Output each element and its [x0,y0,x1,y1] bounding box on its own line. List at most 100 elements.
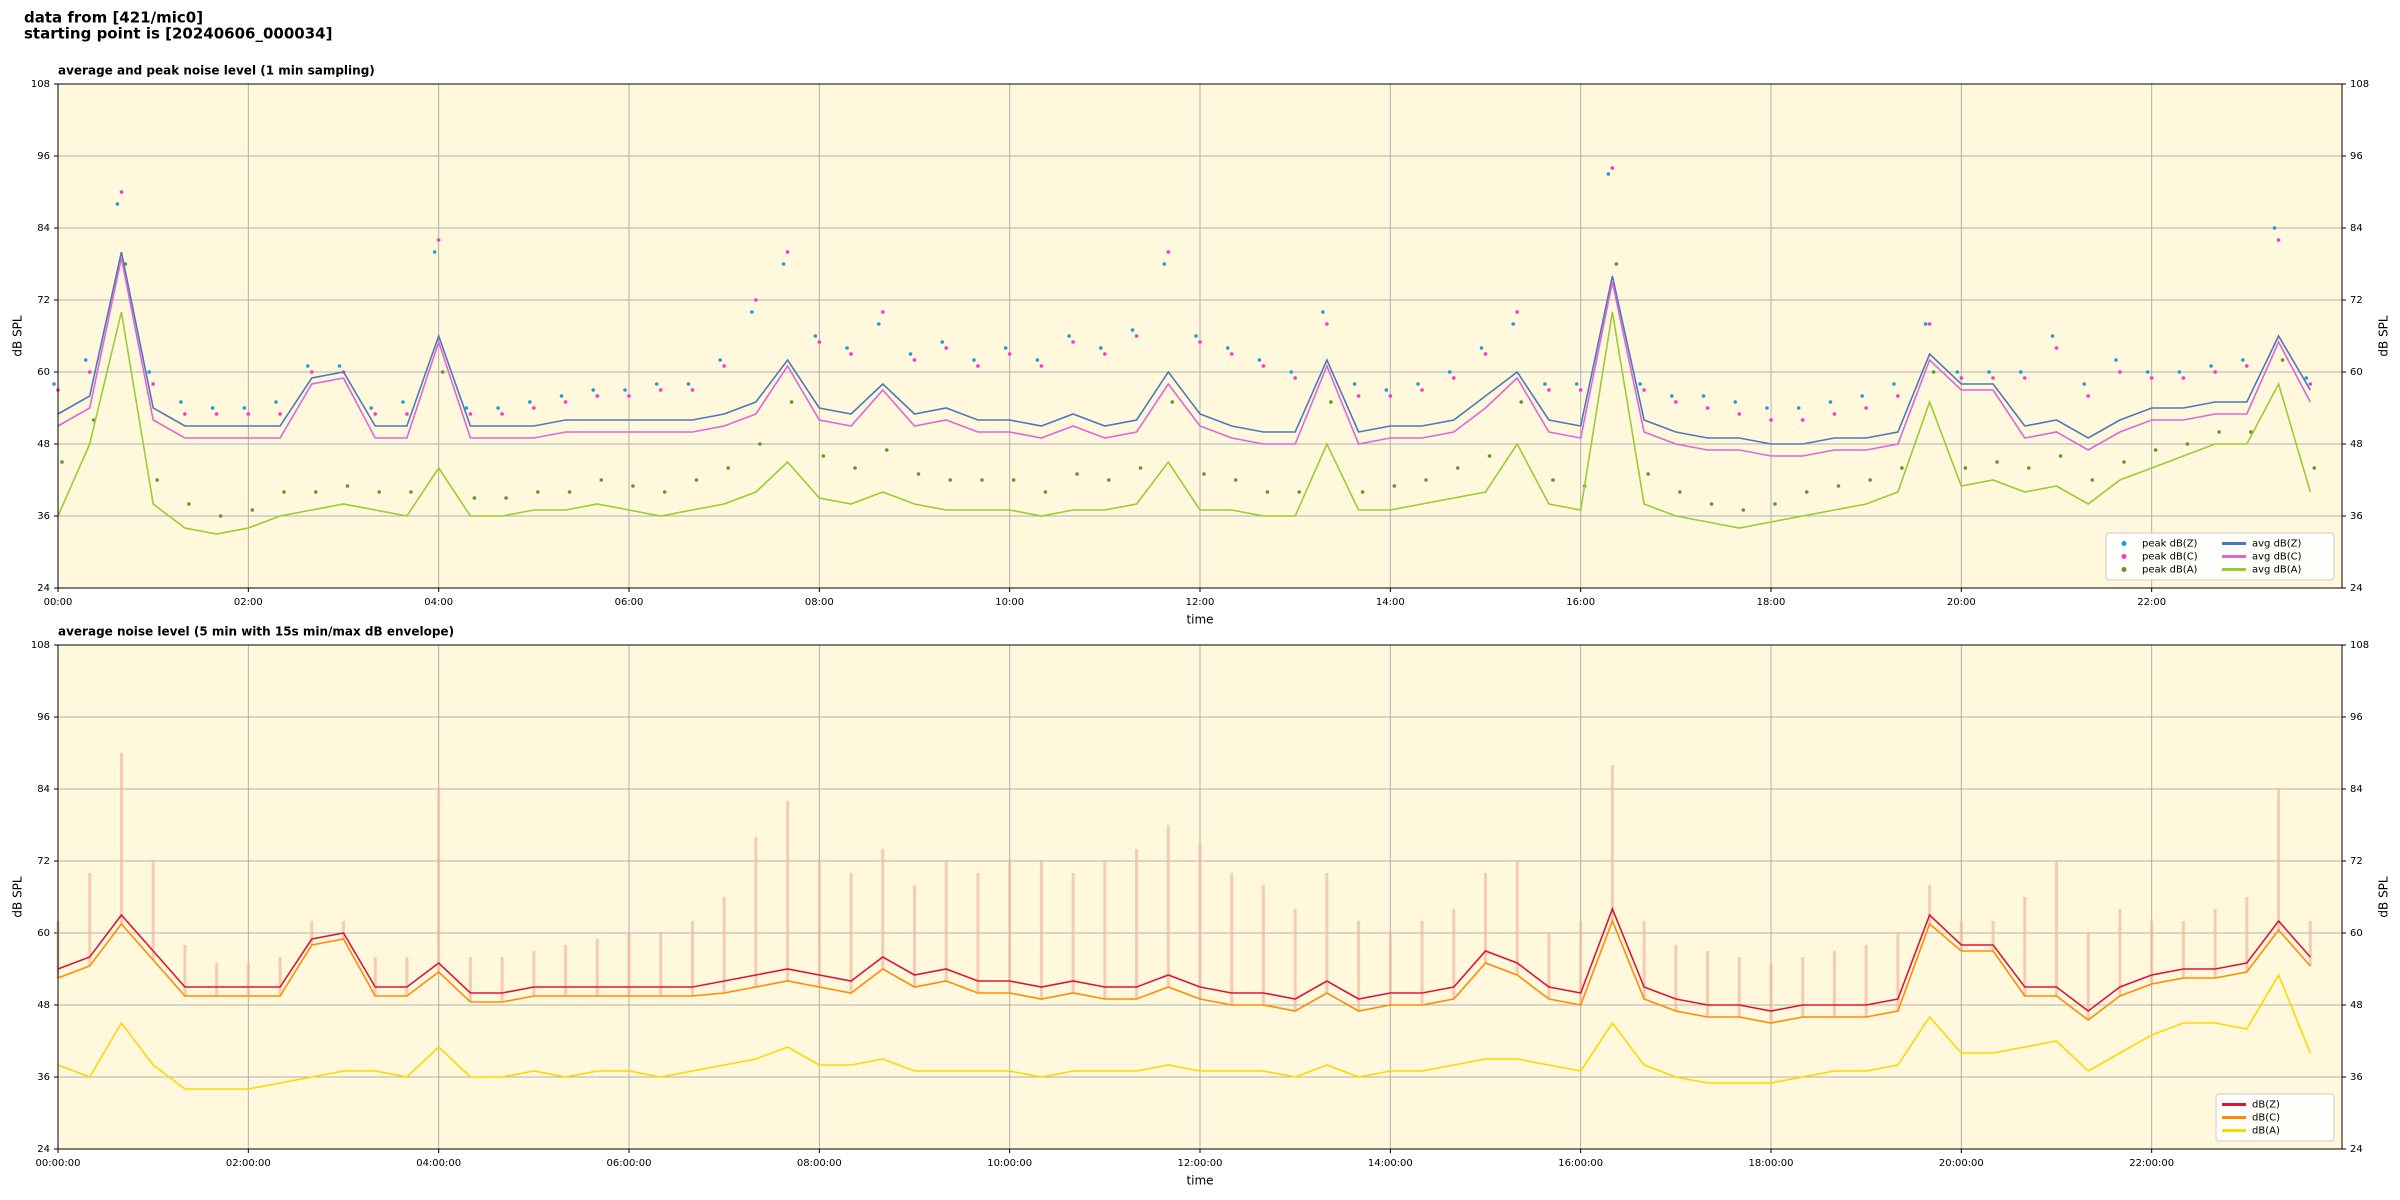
peak-point [1955,370,1960,374]
series-line [57,918,2311,1024]
peak-point [214,412,219,416]
peak-point [405,412,409,416]
envelope-bar [1579,921,1583,1005]
envelope-bar [1293,909,1297,1011]
legend-label: avg dB(A) [2252,565,2302,576]
peak-point [147,370,151,374]
envelope-bar [119,753,123,924]
envelope-bar [659,933,663,996]
envelope-bar [1198,843,1202,999]
envelope-bar [564,945,568,996]
peak-point [1075,472,1079,476]
peak-point [972,358,976,362]
peak-point [1321,310,1325,314]
envelope-bar [246,963,250,996]
peak-point [1329,400,1333,404]
envelope-bar [373,957,377,996]
peak-point [1416,382,1420,386]
peak-point [1551,478,1555,482]
peak-point [1773,502,1777,506]
envelope-bar [1452,909,1456,999]
series-line [57,251,2311,445]
peak-point [464,406,469,410]
peak-point [1578,388,1583,392]
peak-point [1828,400,1833,404]
peak-point [1796,406,1801,410]
peak-point [694,478,699,482]
peak-point [1769,418,1773,422]
peak-point [884,448,889,452]
peak-point [1923,322,1928,326]
peak-point [2249,430,2253,434]
peak-point [1039,364,1044,368]
envelope-bar [2086,933,2090,1020]
peak-point [845,346,849,350]
peak-point [1896,394,1900,398]
envelope-bar [1484,873,1487,963]
peak-point [369,406,374,410]
peak-point [912,358,917,362]
y-tick-label: 24 [2350,1144,2363,1155]
peak-point [2209,364,2213,368]
y-tick-label: 72 [2350,856,2363,867]
peak-point [1325,322,1329,326]
envelope-bar [468,957,472,1002]
peak-point [2153,448,2158,452]
peak-point [2217,430,2221,434]
peak-point [1293,376,1297,380]
envelope-bar [849,873,853,993]
envelope-bar [1991,921,1995,951]
legend-label: peak dB(A) [2142,565,2198,576]
y-tick-label: 96 [2350,712,2363,723]
peak-point [1134,334,1139,338]
peak-point [1447,370,1452,374]
peak-point [599,478,604,482]
peak-point [1927,322,1932,326]
peak-point [1424,478,1428,482]
envelope-bar [1166,825,1170,987]
x-tick-label: 14:00:00 [1368,1158,1413,1169]
envelope-bar [1547,933,1551,999]
y-tick-label: 24 [37,1144,50,1155]
y-tick-label: 60 [37,367,50,378]
x-tick-label: 04:00:00 [416,1158,461,1169]
x-tick-label: 00:00 [44,597,73,608]
peak-point [1107,478,1111,482]
peak-point [1674,400,1678,404]
peak-point [2185,442,2190,446]
envelope-bar [2245,897,2249,972]
legend: dB(Z) dB(C) dB(A) [2215,1093,2335,1142]
legend-label: dB(A) [2252,1126,2280,1137]
peak-point [1194,334,1198,338]
peak-point [472,496,477,500]
peak-point [377,490,382,494]
peak-point [944,346,949,350]
peak-point [1356,394,1361,398]
peak-point [1733,400,1738,404]
peak-point [654,382,659,386]
peak-point [1420,388,1424,392]
peak-point [218,514,223,518]
y-tick-label: 84 [37,784,50,795]
series-line [57,973,2312,1090]
peak-point [115,202,120,206]
envelope-bar [1959,921,1963,951]
envelope-bar [1325,873,1329,993]
peak-point [1638,382,1642,386]
y-tick-label: 72 [2350,295,2363,306]
header-line: starting point is [20240606_000034] [24,25,332,43]
peak-point [1804,490,1809,494]
peak-point [2090,478,2095,482]
y-axis-label: dB SPL [11,876,25,918]
peak-point [726,466,730,470]
peak-point [940,340,945,344]
envelope-bar [2213,909,2217,978]
peak-point [916,472,921,476]
peak-point [849,352,853,356]
envelope-bar [88,873,92,966]
y-axis-label: dB SPL [11,315,25,357]
peak-point [1198,340,1202,344]
peak-point [337,364,342,368]
envelope-bar [1515,861,1519,975]
peak-point [2308,382,2313,386]
